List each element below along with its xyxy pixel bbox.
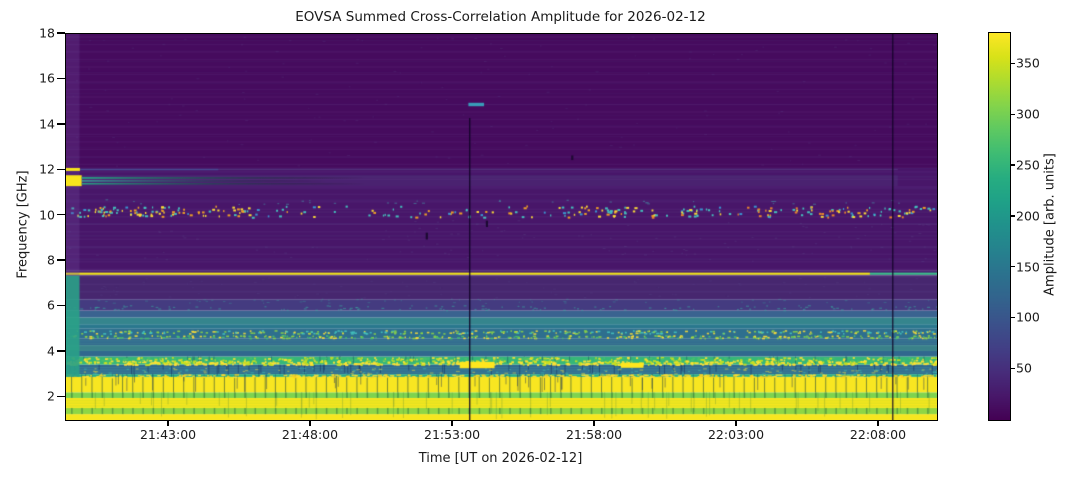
y-tick-label: 6 bbox=[47, 297, 55, 313]
colorbar-tick-mark bbox=[1010, 265, 1015, 268]
y-tick-label: 4 bbox=[47, 343, 55, 359]
y-tick-label: 14 bbox=[39, 116, 55, 132]
colorbar-tick-mark bbox=[1010, 215, 1015, 217]
colorbar-tick-label: 300 bbox=[1016, 106, 1040, 122]
x-tick-mark bbox=[309, 420, 311, 426]
colorbar-tick-label: 50 bbox=[1016, 360, 1032, 376]
y-tick-mark bbox=[57, 350, 65, 352]
spectrogram-canvas bbox=[66, 34, 937, 420]
x-tick-mark bbox=[877, 420, 879, 426]
y-tick-mark bbox=[57, 32, 65, 34]
colorbar-tick-label: 100 bbox=[1016, 309, 1040, 325]
x-tick-mark bbox=[735, 420, 737, 426]
y-axis-label: Frequency [GHz] bbox=[15, 170, 31, 279]
colorbar-tick-label: 150 bbox=[1016, 259, 1040, 275]
colorbar-tick-label: 250 bbox=[1016, 157, 1040, 173]
y-tick-mark bbox=[57, 77, 65, 80]
y-tick-mark bbox=[57, 168, 65, 170]
colorbar-label: Amplitude [arb. units] bbox=[1042, 153, 1058, 296]
x-tick-mark bbox=[167, 420, 169, 426]
colorbar-tick-label: 200 bbox=[1016, 208, 1040, 224]
y-tick-mark bbox=[57, 304, 65, 307]
x-axis-label: Time [UT on 2026-02-12] bbox=[418, 451, 583, 466]
x-tick-label: 22:08:00 bbox=[849, 427, 907, 442]
plot-area bbox=[65, 33, 938, 421]
x-tick-label: 21:43:00 bbox=[139, 427, 197, 442]
colorbar-tick-mark bbox=[1010, 367, 1015, 369]
colorbar-canvas bbox=[989, 33, 1010, 420]
colorbar-tick-mark bbox=[1010, 113, 1015, 115]
y-tick-mark bbox=[57, 259, 65, 261]
y-tick-mark bbox=[57, 123, 65, 125]
x-tick-label: 21:48:00 bbox=[281, 427, 339, 442]
colorbar-tick-mark bbox=[1010, 164, 1015, 166]
chart-title: EOVSA Summed Cross-Correlation Amplitude… bbox=[295, 9, 706, 25]
colorbar bbox=[988, 32, 1011, 421]
x-tick-mark bbox=[451, 420, 453, 426]
y-tick-label: 8 bbox=[47, 252, 55, 268]
x-tick-label: 21:58:00 bbox=[565, 427, 623, 442]
colorbar-tick-label: 350 bbox=[1016, 55, 1040, 71]
y-tick-label: 16 bbox=[39, 70, 55, 86]
x-tick-label: 22:03:00 bbox=[707, 427, 765, 442]
x-tick-mark bbox=[593, 420, 595, 426]
y-tick-mark bbox=[57, 395, 65, 397]
colorbar-tick-mark bbox=[1010, 62, 1015, 65]
y-tick-label: 10 bbox=[39, 207, 55, 223]
colorbar-tick-mark bbox=[1010, 316, 1015, 319]
x-tick-label: 21:53:00 bbox=[423, 427, 481, 442]
y-tick-mark bbox=[57, 213, 65, 216]
y-tick-label: 2 bbox=[47, 388, 55, 404]
y-tick-label: 12 bbox=[39, 161, 55, 177]
y-tick-label: 18 bbox=[39, 25, 55, 41]
